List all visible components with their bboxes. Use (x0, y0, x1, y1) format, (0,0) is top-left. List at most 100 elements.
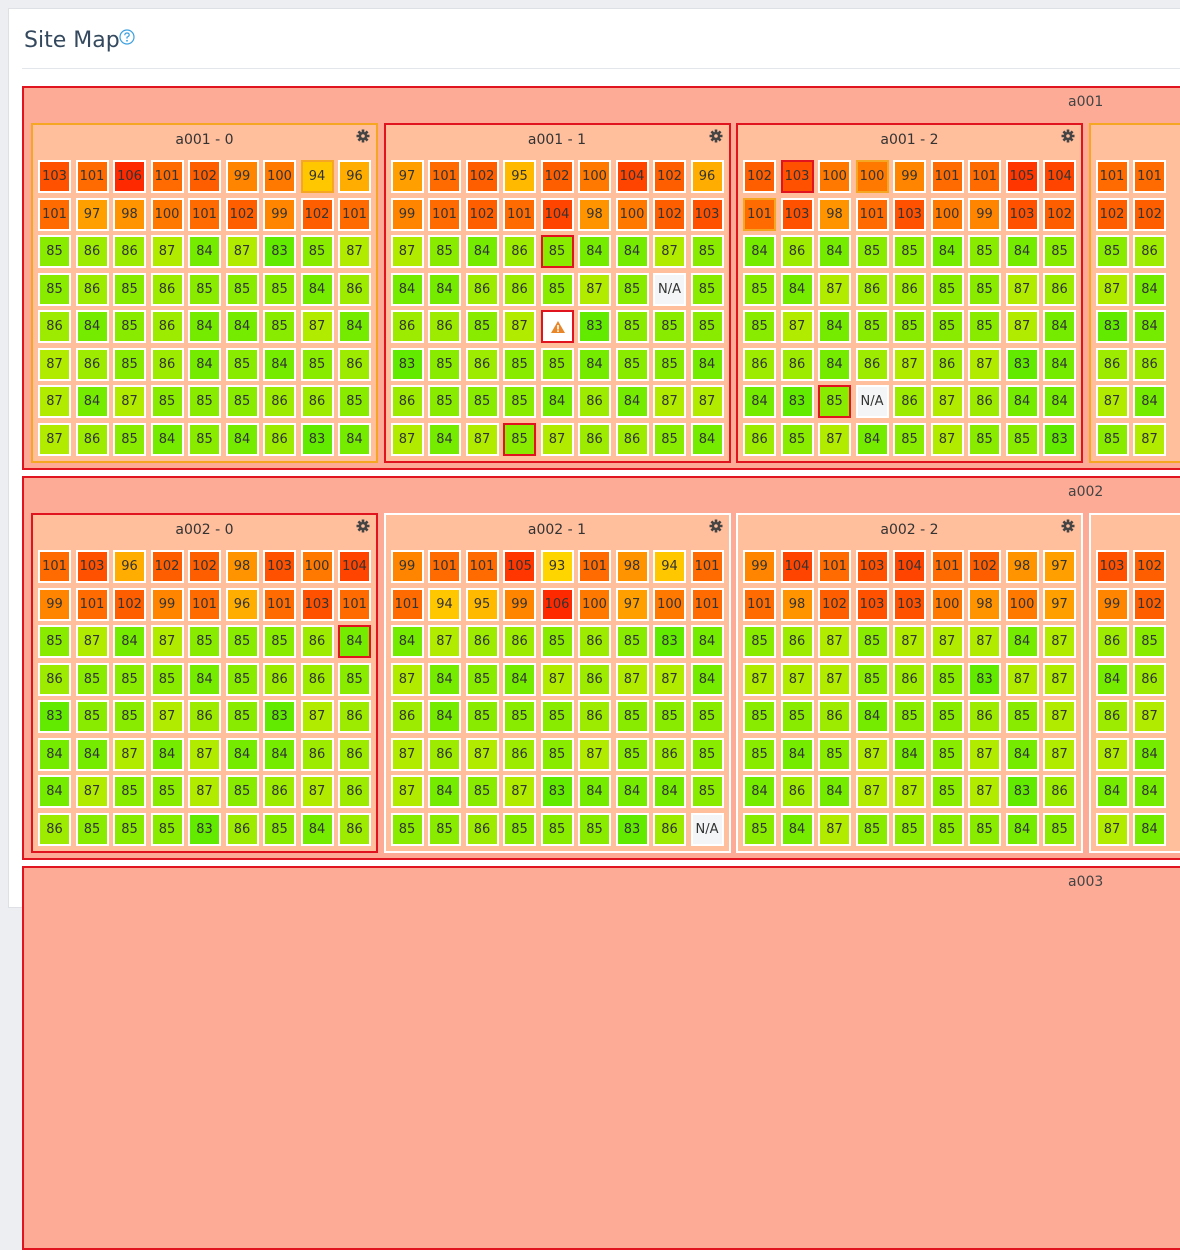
cell: 84 (616, 385, 649, 418)
cell: 86 (503, 273, 536, 306)
cell: 99 (151, 588, 184, 621)
cell: 85 (466, 663, 499, 696)
cell: 84 (1133, 775, 1166, 808)
cell: 101 (466, 550, 499, 583)
warning-icon (550, 320, 566, 334)
cell: 86 (818, 700, 851, 733)
cell: 103 (856, 588, 889, 621)
settings-icon[interactable] (709, 519, 723, 533)
cell: 102 (1133, 550, 1166, 583)
cell: 102 (188, 550, 221, 583)
cell: 102 (226, 198, 259, 231)
cell: 86 (466, 813, 499, 846)
cell: 96 (338, 160, 371, 193)
cell: 84 (1006, 385, 1039, 418)
cell: 87 (893, 775, 926, 808)
cell: 85 (113, 310, 146, 343)
cell: 101 (428, 550, 461, 583)
cell: 84 (1133, 385, 1166, 418)
cell: N/A (653, 273, 686, 306)
cell: 86 (38, 813, 71, 846)
cell: 86 (503, 738, 536, 771)
cell: 103 (76, 550, 109, 583)
cell: 95 (503, 160, 536, 193)
cell: 98 (1006, 550, 1039, 583)
cell: 85 (893, 310, 926, 343)
cell: 87 (113, 385, 146, 418)
cell: 85 (503, 813, 536, 846)
cell: 87 (653, 235, 686, 268)
cell: 102 (466, 160, 499, 193)
cell: 85 (616, 738, 649, 771)
cell: 83 (578, 310, 611, 343)
cell: 87 (818, 813, 851, 846)
cell: 85 (188, 273, 221, 306)
cell: 85 (226, 385, 259, 418)
cell: 87 (301, 310, 334, 343)
cell: 84 (781, 813, 814, 846)
cell: 85 (113, 775, 146, 808)
cell: 84 (338, 310, 371, 343)
cell: 100 (856, 160, 889, 193)
cell: 86 (151, 273, 184, 306)
cell: 85 (151, 813, 184, 846)
settings-icon[interactable] (356, 519, 370, 533)
cell: 86 (781, 625, 814, 658)
cell: 85 (653, 423, 686, 456)
settings-icon[interactable] (709, 129, 723, 143)
cell: 86 (503, 235, 536, 268)
cell: 86 (76, 423, 109, 456)
cell: 85 (653, 310, 686, 343)
help-icon[interactable] (119, 29, 135, 45)
cell: 85 (428, 235, 461, 268)
cell: 84 (188, 235, 221, 268)
cell: 86 (391, 385, 424, 418)
cell: 86 (38, 663, 71, 696)
cell: 84 (151, 423, 184, 456)
cell: 86 (301, 625, 334, 658)
settings-icon[interactable] (356, 129, 370, 143)
cell: 85 (968, 310, 1001, 343)
cell: 87 (616, 663, 649, 696)
cell: 84 (428, 775, 461, 808)
cell: 86 (301, 663, 334, 696)
cell: 103 (1006, 198, 1039, 231)
cell: 101 (743, 588, 776, 621)
cell: 86 (578, 423, 611, 456)
cell: 84 (391, 625, 424, 658)
cell: 84 (691, 625, 724, 658)
settings-icon[interactable] (1061, 519, 1075, 533)
cell: 100 (151, 198, 184, 231)
cell: 85 (113, 663, 146, 696)
cell: 86 (466, 348, 499, 381)
cell: 84 (856, 423, 889, 456)
cell: 83 (781, 385, 814, 418)
cell: 85 (503, 348, 536, 381)
cell: 84 (391, 273, 424, 306)
cell: 84 (616, 775, 649, 808)
cell: 102 (1043, 198, 1076, 231)
cell: 98 (113, 198, 146, 231)
cell: 84 (466, 235, 499, 268)
cell: 86 (1133, 348, 1166, 381)
cell: 87 (1006, 273, 1039, 306)
row-label: a001 (1068, 94, 1103, 110)
cell: 87 (578, 738, 611, 771)
cell: 93 (541, 550, 574, 583)
cell: 85 (541, 700, 574, 733)
cell: 98 (968, 588, 1001, 621)
cell: 85 (263, 625, 296, 658)
cell: 85 (541, 738, 574, 771)
settings-icon[interactable] (1061, 129, 1075, 143)
cell: 86 (338, 775, 371, 808)
cell: 86 (856, 273, 889, 306)
cell: 86 (226, 813, 259, 846)
cell: 87 (968, 738, 1001, 771)
cell: 83 (616, 813, 649, 846)
cell: 85 (653, 700, 686, 733)
cell: 84 (226, 738, 259, 771)
cell: 85 (226, 348, 259, 381)
cell: 86 (391, 310, 424, 343)
